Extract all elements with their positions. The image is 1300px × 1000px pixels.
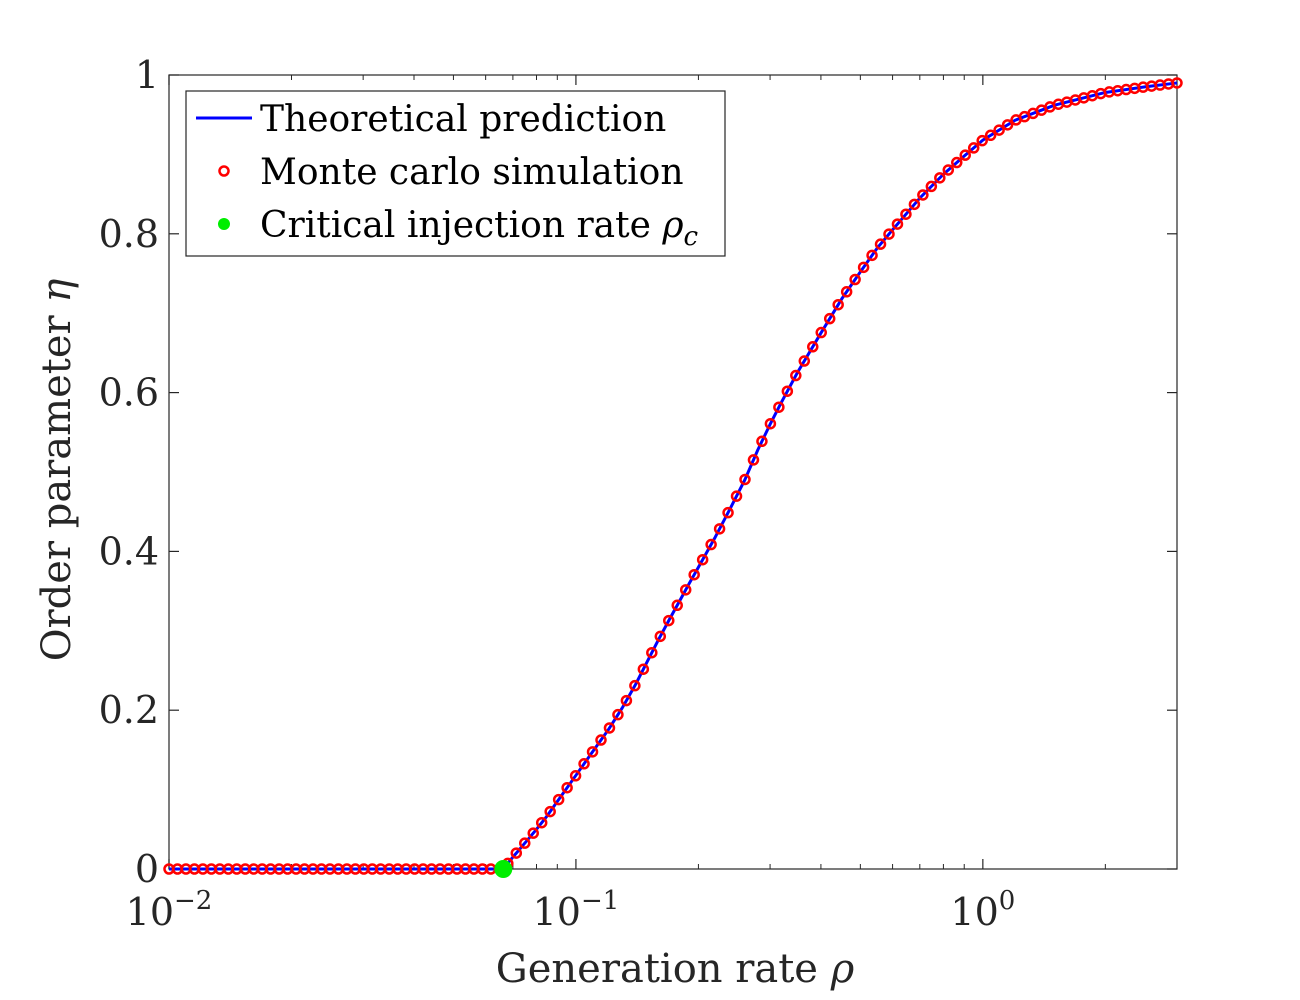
monte-carlo-marker (1171, 77, 1183, 89)
monte-carlo-marker (603, 722, 616, 734)
monte-carlo-marker (535, 816, 548, 829)
monte-carlo-marker (629, 679, 641, 692)
monte-carlo-marker (722, 506, 734, 519)
monte-carlo-marker (984, 129, 997, 142)
x-tick-label: 10−1 (533, 886, 620, 934)
monte-carlo-marker (908, 198, 921, 211)
monte-carlo-marker (595, 734, 607, 746)
legend-label-critical: Critical injection rate ρc (260, 205, 699, 252)
monte-carlo-marker (578, 758, 590, 770)
monte-carlo-marker (993, 124, 1005, 136)
monte-carlo-marker (840, 286, 853, 298)
x-tick-label: 10−2 (126, 886, 213, 934)
monte-carlo-marker (849, 273, 861, 286)
monte-carlo-marker (747, 454, 760, 466)
monte-carlo-marker (900, 208, 912, 220)
monte-carlo-marker (951, 156, 963, 169)
monte-carlo-marker (519, 837, 531, 849)
monte-carlo-marker (739, 473, 751, 486)
monte-carlo-marker (891, 218, 904, 230)
monte-carlo-marker (713, 523, 726, 535)
critical-point (494, 860, 513, 878)
monte-carlo-marker (967, 142, 980, 154)
monte-carlo-marker (917, 189, 929, 201)
monte-carlo-marker (883, 228, 895, 240)
monte-carlo-marker (569, 770, 582, 782)
monte-carlo-marker (934, 172, 946, 184)
monte-carlo-marker (959, 149, 971, 161)
monte-carlo-marker (561, 781, 573, 794)
monte-carlo-marker (730, 490, 743, 502)
monte-carlo-marker (688, 568, 700, 581)
legend-label-theoretical: Theoretical prediction (260, 99, 666, 140)
legend-box (185, 90, 726, 257)
monte-carlo-marker (696, 553, 709, 566)
y-tick-label: 0.6 (99, 371, 159, 415)
y-tick-label: 1 (135, 53, 159, 97)
legend: Theoretical prediction Monte carlo simul… (185, 90, 726, 257)
monte-carlo-marker (663, 614, 675, 627)
monte-carlo-marker (815, 326, 827, 339)
monte-carlo-marker (781, 385, 794, 397)
monte-carlo-marker (1001, 119, 1014, 131)
y-axis-title: Order parameter η (34, 279, 80, 662)
monte-carlo-marker (637, 663, 650, 675)
monte-carlo-marker (942, 164, 955, 176)
monte-carlo-marker (874, 238, 887, 250)
y-tick-label: 0.2 (99, 688, 159, 732)
monte-carlo-marker (773, 401, 785, 413)
monte-carlo-marker (798, 355, 811, 367)
monte-carlo-marker (552, 793, 565, 806)
monte-carlo-marker (823, 312, 836, 325)
y-tick-label: 0.4 (99, 529, 159, 573)
y-tick-label: 0.8 (99, 212, 159, 256)
monte-carlo-marker (756, 435, 768, 448)
monte-carlo-marker (790, 369, 802, 382)
monte-carlo-marker (925, 180, 938, 193)
monte-carlo-marker (620, 694, 633, 707)
monte-carlo-marker (976, 134, 988, 147)
monte-carlo-marker (527, 827, 539, 839)
monte-carlo-marker (646, 646, 658, 659)
monte-carlo-marker (866, 249, 878, 262)
monte-carlo-marker (764, 417, 777, 430)
legend-marker-swatch (218, 165, 230, 177)
x-tick-label: 100 (950, 886, 1015, 934)
monte-carlo-marker (857, 261, 870, 274)
y-tick-label: 0 (135, 847, 159, 891)
monte-carlo-marker (671, 599, 683, 612)
legend-label-monte-carlo: Monte carlo simulation (260, 152, 684, 193)
monte-carlo-marker (807, 341, 819, 353)
monte-carlo-marker (654, 630, 667, 643)
monte-carlo-marker (612, 708, 624, 721)
monte-carlo-marker (544, 805, 556, 818)
monte-carlo-marker (705, 538, 717, 551)
x-axis-title: Generation rate ρ (496, 946, 855, 992)
monte-carlo-marker (832, 298, 844, 311)
monte-carlo-marker (679, 584, 692, 596)
legend-point-swatch (218, 218, 230, 230)
monte-carlo-marker (510, 847, 523, 859)
monte-carlo-marker (586, 746, 599, 758)
